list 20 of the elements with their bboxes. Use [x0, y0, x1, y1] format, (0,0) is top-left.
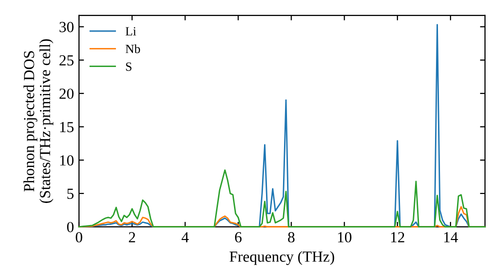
y-tick-label: 15	[60, 122, 74, 132]
y-tick-label: 20	[60, 88, 74, 99]
x-tick-label: 6	[235, 232, 242, 242]
legend-label: S	[126, 62, 132, 71]
x-tick-label: 2	[128, 232, 136, 242]
legend-label: Nb	[126, 44, 140, 54]
x-tick-label: 14	[444, 232, 458, 242]
y-tick-label: 5	[67, 188, 74, 199]
x-tick-label: 12	[391, 232, 404, 242]
y-axis-title: Phonon projected DOS (States/THz·primitive cell)	[23, 39, 54, 203]
y-tick-label: 0	[67, 222, 74, 232]
y-tick-label: 30	[60, 22, 74, 32]
x-tick-label: 4	[182, 232, 189, 242]
y-tick-label: 25	[60, 55, 74, 66]
x-tick-label: 0	[76, 232, 82, 242]
x-tick-label: 8	[288, 232, 295, 242]
legend-label: Li	[126, 27, 136, 36]
y-tick-label: 10	[60, 155, 74, 166]
x-tick-label: 10	[338, 232, 352, 242]
x-axis-title: Frequency (THz)	[230, 251, 334, 265]
